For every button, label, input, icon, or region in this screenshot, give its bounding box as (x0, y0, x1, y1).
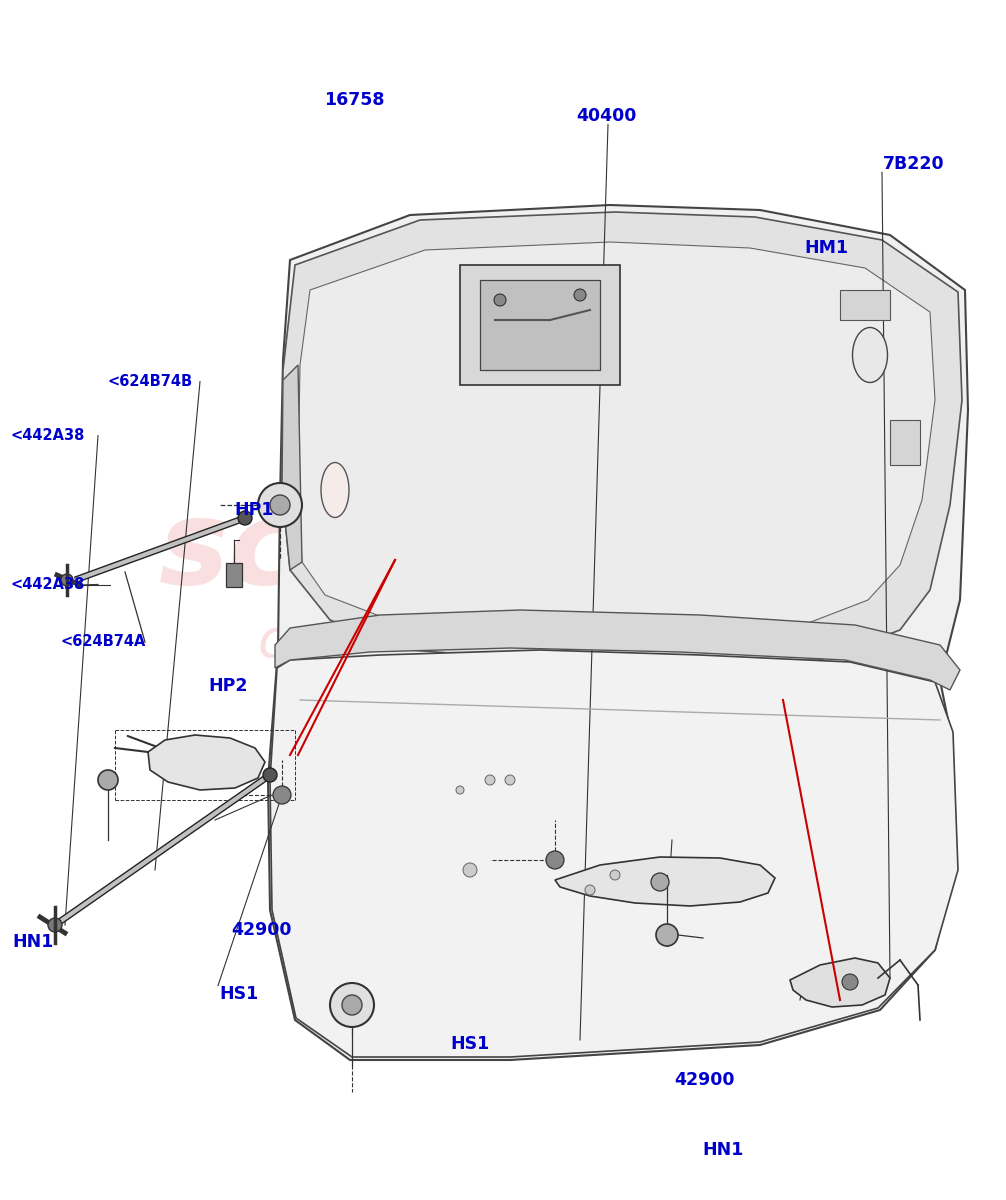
Circle shape (342, 995, 362, 1015)
Bar (840, 290, 890, 320)
Circle shape (574, 289, 586, 301)
Circle shape (610, 870, 620, 880)
Text: HS1: HS1 (219, 984, 259, 1002)
Bar (711, 707, 768, 774)
Circle shape (505, 775, 515, 785)
Circle shape (238, 511, 252, 526)
Circle shape (485, 775, 495, 785)
Polygon shape (226, 563, 242, 587)
Polygon shape (790, 958, 890, 1007)
Text: <624B74A: <624B74A (60, 635, 146, 649)
Bar (711, 572, 768, 640)
Bar (768, 505, 824, 572)
Bar (480, 280, 600, 370)
Text: 42900: 42900 (674, 1070, 734, 1090)
Circle shape (61, 574, 73, 586)
Ellipse shape (321, 462, 349, 517)
Circle shape (842, 974, 858, 990)
Text: <442A38: <442A38 (10, 577, 85, 592)
Text: HN1: HN1 (12, 934, 53, 950)
Text: HM1: HM1 (805, 239, 849, 257)
Bar (824, 438, 880, 505)
Text: 40400: 40400 (576, 108, 637, 126)
Circle shape (585, 886, 595, 895)
Circle shape (258, 482, 302, 527)
Text: HP2: HP2 (208, 677, 247, 695)
Polygon shape (148, 734, 265, 790)
Text: 7B220: 7B220 (883, 156, 945, 174)
Circle shape (546, 851, 564, 869)
Polygon shape (268, 205, 968, 1060)
Polygon shape (298, 242, 935, 635)
Circle shape (263, 768, 277, 782)
Text: 16758: 16758 (324, 90, 384, 108)
Polygon shape (282, 212, 962, 665)
Text: <442A38: <442A38 (10, 428, 85, 443)
Bar (890, 420, 920, 464)
Circle shape (273, 786, 291, 804)
Bar (824, 707, 880, 774)
Polygon shape (282, 365, 302, 570)
Bar (655, 640, 711, 707)
Bar (599, 572, 655, 640)
Bar (655, 505, 711, 572)
Circle shape (656, 924, 678, 946)
Text: 42900: 42900 (231, 922, 292, 938)
Bar (711, 438, 768, 505)
Bar (824, 572, 880, 640)
Polygon shape (275, 610, 960, 690)
Circle shape (330, 983, 374, 1027)
Polygon shape (270, 650, 958, 1057)
Text: HS1: HS1 (451, 1034, 490, 1054)
Circle shape (270, 494, 290, 515)
Circle shape (494, 294, 506, 306)
Bar (599, 707, 655, 774)
Circle shape (98, 770, 118, 790)
Polygon shape (555, 857, 775, 906)
Circle shape (456, 786, 464, 794)
Text: <624B74B: <624B74B (108, 374, 193, 389)
Circle shape (651, 874, 669, 890)
Circle shape (48, 918, 62, 932)
Circle shape (463, 863, 477, 877)
Ellipse shape (852, 328, 887, 383)
Text: HN1: HN1 (702, 1140, 743, 1158)
Bar (460, 265, 620, 385)
Text: c a r   p a r t s: c a r p a r t s (258, 616, 628, 668)
Bar (599, 438, 655, 505)
Bar (768, 640, 824, 707)
Text: HP1: HP1 (234, 502, 274, 518)
Text: scuderia: scuderia (159, 494, 726, 610)
